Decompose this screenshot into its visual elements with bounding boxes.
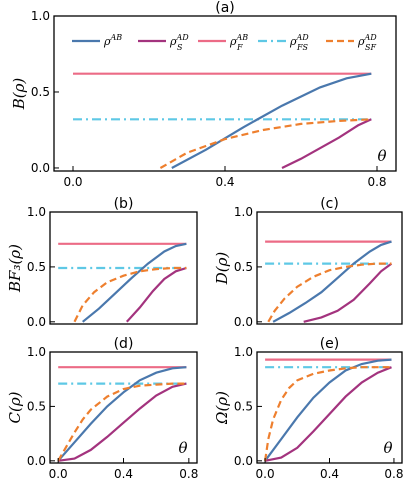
panel-title-d: (d)	[114, 336, 134, 352]
theta-label-d: θ	[178, 439, 187, 457]
series-line-b-2	[82, 242, 187, 323]
y-axis-label-a: B(ρ)	[10, 78, 28, 111]
y-tick-label-e-2: 1.0	[234, 345, 253, 359]
y-axis-label-d: C(ρ)	[6, 391, 24, 423]
y-tick-label-c-1: 0.5	[234, 260, 253, 274]
x-tick-label-d-0: 0.0	[49, 467, 68, 481]
panel-b: 0.0 0.5 1.0 (b) BF₃(ρ)	[6, 196, 198, 329]
panel-c: 0.0 0.5 1.0 (c) D(ρ)	[213, 196, 403, 329]
series-line-a-4	[159, 118, 372, 169]
x-tick-label-a-1: 0.4	[215, 175, 234, 189]
panel-title-b: (b)	[114, 196, 134, 212]
plot-frame-c	[256, 211, 403, 325]
panel-title-c: (c)	[320, 196, 339, 212]
panel-title-e: (e)	[320, 336, 340, 352]
y-tick-label-a-0: 0.0	[31, 161, 50, 175]
legend-label-1: ρAD S	[169, 33, 189, 52]
y-tick-label-e-1: 0.5	[234, 399, 253, 413]
legend-label-3: ρAD FS	[289, 33, 309, 52]
series-line-c-4	[267, 262, 392, 323]
legend: ρAB ρAD S ρAB F ρAD FS ρAD SF	[72, 33, 377, 52]
panel-d: 0.0 0.5 1.0 0.0 0.4 0.8 (d) C(ρ) θ	[6, 336, 198, 481]
series-line-d-2	[57, 366, 187, 462]
series-line-a-3	[281, 118, 372, 169]
plot-frame-b	[49, 211, 198, 325]
y-tick-label-b-1: 0.5	[27, 260, 46, 274]
x-tick-label-e-1: 0.4	[320, 467, 339, 481]
y-tick-label-b-2: 1.0	[27, 205, 46, 219]
y-tick-label-b-0: 0.0	[27, 315, 46, 329]
y-axis-label-b: BF₃(ρ)	[6, 244, 24, 293]
series-line-b-4	[73, 266, 187, 323]
theta-label-e: θ	[383, 439, 392, 457]
series-line-c-2	[272, 240, 392, 323]
x-tick-label-e-0: 0.0	[256, 467, 275, 481]
x-tick-label-e-2: 0.8	[384, 467, 403, 481]
panel-a: 0.0 0.5 1.0 0.0 0.4 0.8 (a) B(ρ) θ ρAB ρAD S ρAB F ρAD…	[10, 0, 397, 189]
x-tick-label-a-0: 0.0	[63, 175, 82, 189]
series-line-d-4	[57, 382, 187, 462]
legend-label-2: ρAB F	[229, 33, 248, 52]
series-line-e-3	[264, 366, 392, 462]
series-line-b-3	[125, 266, 187, 323]
y-tick-label-e-0: 0.0	[234, 454, 253, 468]
y-axis-label-c: D(ρ)	[213, 252, 231, 286]
y-tick-label-a-1: 0.5	[31, 85, 50, 99]
y-tick-label-d-1: 0.5	[27, 399, 46, 413]
x-tick-label-d-2: 0.8	[179, 467, 198, 481]
y-tick-label-d-2: 1.0	[27, 345, 46, 359]
theta-label-a: θ	[377, 147, 386, 165]
legend-label-0: ρAB	[103, 33, 122, 48]
y-tick-label-d-0: 0.0	[27, 454, 46, 468]
panel-e: 0.0 0.5 1.0 0.0 0.4 0.8 (e) Ω(ρ) θ	[213, 336, 403, 481]
series-line-e-4	[264, 366, 392, 461]
series-line-e-2	[264, 358, 392, 462]
series-line-c-3	[303, 262, 393, 323]
y-tick-label-c-0: 0.0	[234, 315, 253, 329]
legend-label-4: ρAD SF	[357, 33, 377, 52]
panel-title-a: (a)	[215, 0, 235, 16]
y-axis-label-e: Ω(ρ)	[213, 391, 231, 425]
series-line-d-3	[58, 382, 187, 462]
x-tick-label-d-1: 0.4	[114, 467, 133, 481]
x-tick-label-a-2: 0.8	[367, 175, 386, 189]
series-line-a-2	[171, 72, 372, 169]
y-tick-label-a-2: 1.0	[31, 9, 50, 23]
y-tick-label-c-2: 1.0	[234, 205, 253, 219]
